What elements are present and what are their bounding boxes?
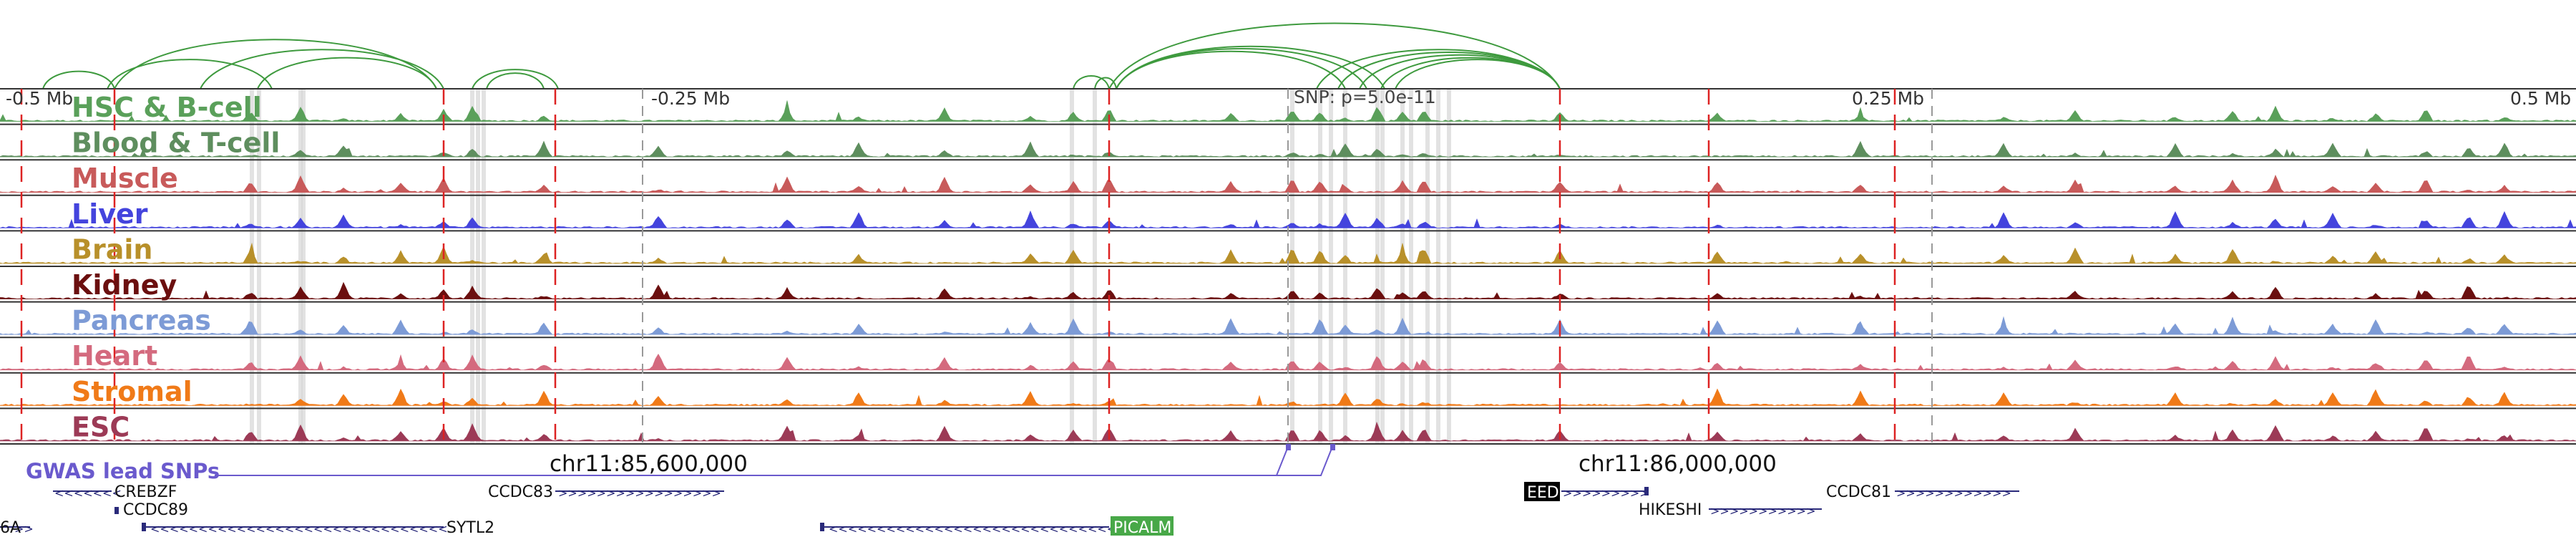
gene-label: CCDC89 (123, 501, 188, 519)
gene-CCDC81: CCDC81 >>>>>>>>>>>> (1826, 483, 2019, 501)
coordinate-labels: chr11:85,600,000 chr11:86,000,000 (550, 451, 1777, 477)
gene-label: PICALM (1113, 519, 1171, 537)
loop-arc (1116, 50, 1346, 90)
gene-EED: EED >>>>>>>>> (1524, 482, 1649, 502)
strand-arrows: <<<<<<<<<<<<<<<<<<<<<<<<<<<<<<< (150, 522, 448, 536)
axis-tick-label: 0.25 Mb (1852, 88, 1924, 109)
coordinate-label: chr11:85,600,000 (550, 451, 748, 477)
loop-arc (257, 57, 437, 90)
signal-area (0, 388, 2576, 406)
coordinate-label: chr11:86,000,000 (1579, 451, 1777, 477)
track-label: ESC (72, 411, 130, 442)
strand-arrows: <<<<<<< (54, 486, 122, 500)
track-label: Stromal (72, 376, 192, 407)
signal-area (0, 242, 2576, 264)
strand-arrows: >>>>>>>>>>> (1710, 504, 1815, 518)
track-labels: HSC & B-cell Blood & T-cell Muscle LiverBra… (72, 92, 280, 442)
track-label: Kidney (72, 269, 177, 301)
loop-arc (1073, 74, 1110, 90)
loop-arc (472, 69, 559, 90)
ld-boundary-lines (20, 89, 1933, 444)
loop-arc (1094, 77, 1117, 90)
loop-arc (107, 59, 273, 90)
track-label: Pancreas (72, 305, 211, 337)
gene-label: CCDC81 (1826, 483, 1891, 501)
chromatin-loops (42, 22, 1561, 90)
gwas-track: GWAS lead SNPs (26, 444, 1335, 483)
loop-arc (1116, 45, 1385, 90)
track-label: Heart (72, 340, 157, 372)
signal-area (0, 316, 2576, 335)
snp-pvalue-label: SNP: p=5.0e-11 (1294, 87, 1436, 107)
track-label: Brain (72, 233, 152, 265)
gene-highlight-box (1524, 482, 1560, 501)
gene-PICALM: <<<<<<<<<<<<<<<<<<<<<<<<<<<<<< PICALM (820, 516, 1174, 537)
track-label: Muscle (72, 163, 178, 194)
track-label: Blood & T-cell (72, 127, 280, 159)
position-axis: -0.5 Mb -0.25 Mb 0.25 Mb 0.5 Mb SNP: p=5… (6, 87, 2571, 109)
gene-6A: >> 6A (0, 519, 34, 537)
loop-arc (486, 72, 545, 90)
signal-area (0, 140, 2576, 158)
gwas-snp-marker-2 (1330, 444, 1335, 450)
gene-CCDC83: CCDC83 >>>>>>>>>>>>>>>>> (488, 483, 724, 501)
loop-arc (200, 49, 444, 90)
gwas-connector-line (215, 446, 1333, 476)
loop-arc (1108, 22, 1561, 90)
gene-label: 6A (0, 519, 21, 537)
gene-label: SYTL2 (447, 519, 494, 537)
axis-tick-label: -0.25 Mb (651, 88, 730, 109)
signal-track (0, 388, 2576, 410)
strand-arrows: >>>>>>>>>>>> (1896, 486, 2011, 500)
axis-tick-label: 0.5 Mb (2510, 88, 2571, 109)
loop-arc (114, 39, 437, 90)
strand-arrows: >>>>>>>>>>>>>>>>> (558, 486, 721, 500)
signal-area (0, 174, 2576, 193)
axis-tick-label: -0.5 Mb (6, 88, 73, 109)
gene-annotation-track: >> 6A <<<<<<< CREBZF CCDC89 <<<<<<<<<<<<… (0, 482, 2019, 537)
gene-HIKESHI: HIKESHI >>>>>>>>>>> (1639, 501, 1822, 519)
gene-highlight-box (1111, 516, 1174, 536)
gwas-track-label: GWAS lead SNPs (26, 459, 220, 483)
strand-arrows: >>>>>>>>> (1563, 486, 1649, 500)
strand-arrows: >> (14, 522, 34, 536)
gene-CCDC89: CCDC89 (114, 501, 188, 519)
gene-label: EED (1527, 484, 1559, 502)
gene-CREBZF: <<<<<<< CREBZF (53, 483, 177, 501)
gene-label: CREBZF (114, 483, 177, 501)
gene-label: HIKESHI (1639, 501, 1702, 519)
signal-area (0, 100, 2576, 122)
gwas-snp-marker-1 (1286, 444, 1291, 450)
track-label: HSC & B-cell (72, 92, 262, 123)
gene-label: CCDC83 (488, 483, 553, 501)
gene-SYTL2: <<<<<<<<<<<<<<<<<<<<<<<<<<<<<<< SYTL2 (142, 519, 494, 537)
strand-arrows: <<<<<<<<<<<<<<<<<<<<<<<<<<<<<< (829, 522, 1116, 536)
track-label: Liver (72, 198, 148, 230)
signal-area (0, 211, 2576, 228)
loop-arc (1395, 59, 1561, 90)
loop-arc (42, 70, 115, 90)
